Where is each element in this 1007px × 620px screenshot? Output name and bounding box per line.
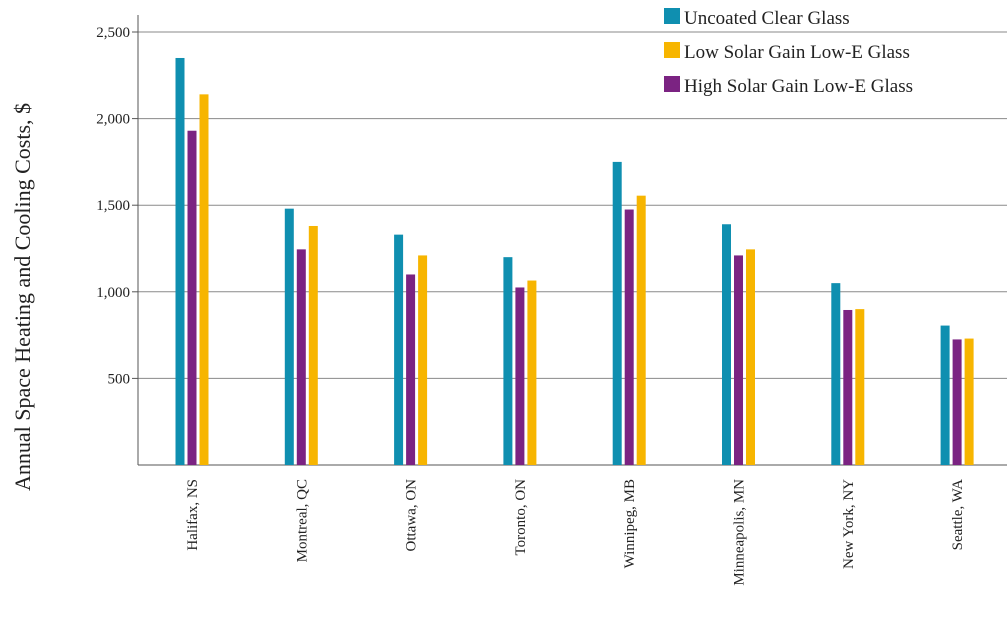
y-tick-label: 500 (108, 371, 131, 387)
category-label: New York, NY (841, 479, 857, 569)
bar-high-solar-gain-low-e-glass-6 (843, 309, 853, 465)
y-tick-label: 1,500 (96, 198, 130, 214)
bar-uncoated-clear-glass-4 (612, 161, 622, 465)
legend-label-0: Uncoated Clear Glass (684, 8, 850, 29)
category-label: Ottawa, ON (404, 479, 420, 552)
y-axis-title: Annual Space Heating and Cooling Costs, … (10, 103, 35, 491)
category-label: Toronto, ON (513, 479, 529, 556)
legend-label-2: High Solar Gain Low-E Glass (684, 76, 913, 97)
bar-low-solar-gain-low-e-glass-4 (636, 195, 646, 465)
bar-uncoated-clear-glass-6 (831, 283, 841, 465)
legend-swatch-0 (664, 8, 680, 24)
category-label: Montreal, QC (294, 479, 310, 562)
bar-high-solar-gain-low-e-glass-5 (734, 255, 743, 465)
category-labels: Halifax, NS Montreal, QC Ottawa, ON Toronto… (185, 479, 966, 586)
bar-uncoated-clear-glass-7 (940, 325, 950, 465)
legend-label-1: Low Solar Gain Low-E Glass (684, 42, 910, 63)
bar-low-solar-gain-low-e-glass-5 (746, 249, 755, 465)
category-label: Seattle, WA (950, 479, 966, 551)
bars-layer (175, 57, 974, 466)
bar-low-solar-gain-low-e-glass-0 (199, 94, 209, 466)
y-tick-label: 2,500 (96, 25, 130, 41)
bar-uncoated-clear-glass-5 (722, 224, 731, 465)
bar-high-solar-gain-low-e-glass-7 (952, 339, 962, 465)
category-label: Minneapolis, MN (732, 479, 748, 586)
bar-low-solar-gain-low-e-glass-3 (527, 280, 537, 465)
y-tick-label: 2,000 (96, 112, 130, 128)
bar-low-solar-gain-low-e-glass-1 (308, 225, 318, 465)
bar-uncoated-clear-glass-1 (284, 208, 294, 465)
bar-high-solar-gain-low-e-glass-0 (187, 130, 197, 465)
category-label: Halifax, NS (185, 479, 201, 551)
legend: Uncoated Clear Glass Low Solar Gain Low-E… (664, 8, 913, 97)
legend-swatch-2 (664, 76, 680, 92)
bar-uncoated-clear-glass-0 (175, 57, 185, 465)
bar-low-solar-gain-low-e-glass-6 (855, 309, 865, 465)
bar-low-solar-gain-low-e-glass-2 (418, 255, 428, 465)
bar-uncoated-clear-glass-2 (394, 234, 404, 465)
bar-high-solar-gain-low-e-glass-3 (515, 287, 525, 465)
bar-low-solar-gain-low-e-glass-7 (964, 338, 974, 465)
category-label: Winnipeg, MB (622, 479, 638, 568)
y-tick-labels: 500 1,000 1,500 2,000 2,500 (96, 25, 130, 387)
bar-high-solar-gain-low-e-glass-4 (624, 209, 634, 465)
bar-uncoated-clear-glass-3 (503, 257, 513, 465)
legend-swatch-1 (664, 42, 680, 58)
bar-high-solar-gain-low-e-glass-1 (296, 249, 306, 465)
y-tick-label: 1,000 (96, 285, 130, 301)
bar-high-solar-gain-low-e-glass-2 (406, 274, 416, 465)
